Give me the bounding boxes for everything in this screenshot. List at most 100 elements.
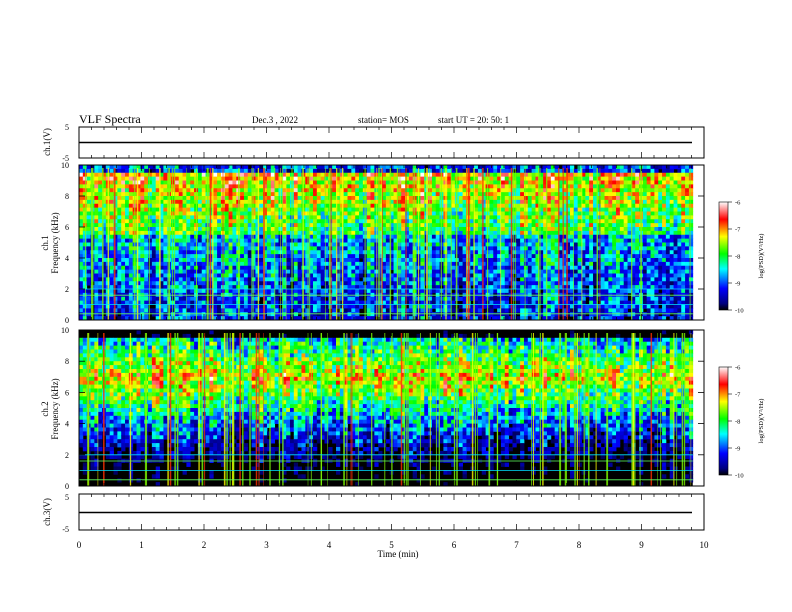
spectrogram-cell [297, 285, 302, 290]
spectrogram-cell [309, 168, 314, 174]
spectrogram-cell [359, 219, 364, 224]
spectrogram-cell [347, 238, 352, 243]
spectrogram-cell [217, 188, 222, 193]
spectrogram-cell [316, 172, 322, 178]
spectrogram-cell [247, 188, 253, 193]
spectrogram-cell [274, 230, 279, 236]
spectrogram-cell [520, 223, 525, 228]
spectrogram-cell [186, 192, 191, 197]
spectrogram-cell [543, 308, 548, 313]
spectrogram-cell [366, 176, 371, 181]
spectrogram-cell [405, 265, 410, 271]
spectrogram-cell [144, 184, 149, 189]
spectrogram-cell [370, 258, 375, 263]
spectrogram-cell [408, 199, 414, 205]
spectrogram-cell [458, 254, 463, 259]
spectrogram-cell [554, 165, 559, 170]
spectrogram-cell [178, 223, 183, 228]
spectrogram-cell [462, 242, 467, 247]
spectrogram-cell [128, 219, 134, 224]
spectrogram-cell [79, 207, 84, 212]
spectrogram-cell [554, 227, 559, 232]
spectrogram-cell [512, 242, 517, 247]
spectrogram-cell [543, 203, 548, 209]
spectrogram-cell [186, 234, 191, 240]
spectrogram-cell [163, 203, 168, 209]
spectrogram-cell [247, 261, 253, 267]
spectrogram-cell [159, 223, 164, 228]
spectrogram-cell [435, 234, 440, 240]
spectrogram-cell [497, 172, 502, 178]
spectrogram-cell [293, 289, 299, 294]
spectrogram-cell [550, 223, 556, 228]
spectrogram-cell [98, 265, 103, 271]
spectrogram-cell [247, 168, 253, 174]
spectrogram-cell [543, 168, 548, 174]
spectrogram-cell [109, 254, 114, 259]
spectrogram-cell [197, 219, 203, 224]
spectrogram-cell [428, 199, 433, 205]
spectrogram-cell [182, 269, 187, 274]
spectrogram-cell [263, 188, 268, 193]
spectrogram-cell [224, 192, 230, 197]
spectrogram-cell [458, 273, 463, 278]
spectrogram-cell [512, 250, 517, 255]
spectrogram-cell [232, 207, 237, 212]
spectrogram-cell [504, 196, 510, 201]
spectrogram-cell [428, 304, 433, 309]
spectrogram-cell [370, 300, 375, 305]
spectrogram-cell [151, 254, 157, 259]
spectrogram-cell [243, 273, 249, 278]
spectrogram-cell [228, 289, 233, 294]
spectrogram-cell [171, 227, 176, 232]
spectrogram-cell [320, 269, 325, 274]
spectrogram-cell [543, 273, 548, 278]
spectrogram-cell [217, 304, 222, 309]
spectrogram-cell [128, 273, 134, 278]
spectrogram-cell [324, 300, 329, 305]
spectrogram-cell [458, 207, 463, 212]
spectrogram-cell [543, 246, 548, 251]
spectrogram-cell [224, 219, 230, 224]
spectrogram-cell [332, 165, 337, 170]
spectrogram-cell [539, 203, 544, 209]
spectrogram-cell [94, 165, 99, 170]
spectrogram-cell [562, 227, 567, 232]
spectrogram-cell [527, 207, 533, 212]
spectrogram-cell [263, 242, 268, 247]
spectrogram-cell [151, 261, 157, 267]
spectrogram-cell [543, 188, 548, 193]
spectrogram-cell [520, 188, 525, 193]
spectrogram-cell [554, 316, 559, 321]
spectrogram-cell [121, 281, 126, 286]
spectrogram-cell [546, 261, 552, 267]
spectrogram-cell [504, 285, 510, 290]
spectrogram-cell [209, 168, 214, 174]
spectrogram-cell [523, 219, 529, 224]
spectrogram-cell [554, 188, 559, 193]
spectrogram-cell [332, 230, 337, 236]
spectrogram-cell [451, 273, 456, 278]
spectrogram-cell [343, 238, 348, 243]
spectrogram-cell [136, 203, 141, 209]
spectrogram-cell [405, 227, 410, 232]
spectrogram-cell [393, 289, 398, 294]
spectrogram-cell [270, 203, 276, 209]
spectrogram-cell [401, 304, 406, 309]
spectrogram-cell [224, 242, 230, 247]
spectrogram-cell [378, 289, 383, 294]
ch1-spectrogram-heatmap [79, 165, 694, 321]
spectrogram-cell [102, 296, 107, 302]
spectrogram-cell [401, 246, 406, 251]
spectrogram-cell [405, 196, 410, 201]
spectrogram-cell [293, 285, 299, 290]
spectrogram-cell [136, 312, 141, 317]
spectrogram-cell [347, 168, 352, 174]
spectrogram-cell [213, 308, 218, 313]
spectrogram-cell [136, 258, 141, 263]
spectrogram-cell [140, 227, 145, 232]
spectrogram-cell [347, 300, 352, 305]
spectrogram-cell [270, 269, 276, 274]
spectrogram-cell [543, 238, 548, 243]
spectrogram-cell [213, 215, 218, 220]
